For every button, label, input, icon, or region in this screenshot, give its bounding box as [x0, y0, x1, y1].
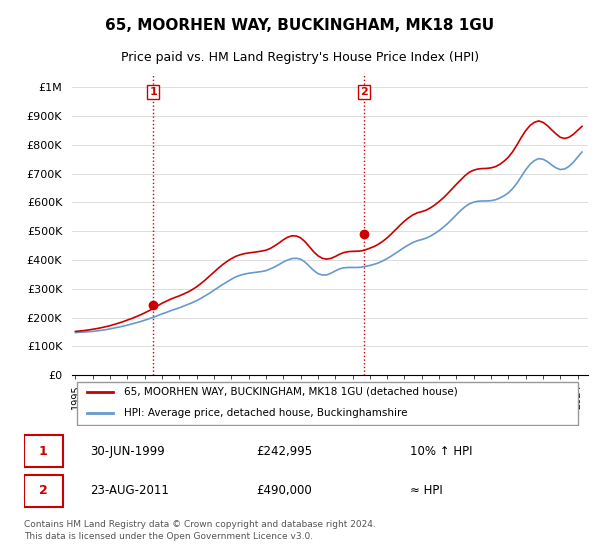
FancyBboxPatch shape: [77, 382, 578, 424]
Text: 2: 2: [39, 484, 47, 497]
Text: £490,000: £490,000: [256, 484, 311, 497]
Text: 30-JUN-1999: 30-JUN-1999: [90, 445, 165, 458]
Text: 1: 1: [149, 87, 157, 97]
Text: 65, MOORHEN WAY, BUCKINGHAM, MK18 1GU: 65, MOORHEN WAY, BUCKINGHAM, MK18 1GU: [106, 18, 494, 33]
FancyBboxPatch shape: [24, 475, 62, 507]
Text: HPI: Average price, detached house, Buckinghamshire: HPI: Average price, detached house, Buck…: [124, 408, 407, 418]
Text: 23-AUG-2011: 23-AUG-2011: [90, 484, 169, 497]
FancyBboxPatch shape: [24, 436, 62, 467]
Text: Price paid vs. HM Land Registry's House Price Index (HPI): Price paid vs. HM Land Registry's House …: [121, 51, 479, 64]
Text: ≈ HPI: ≈ HPI: [410, 484, 443, 497]
Text: 65, MOORHEN WAY, BUCKINGHAM, MK18 1GU (detached house): 65, MOORHEN WAY, BUCKINGHAM, MK18 1GU (d…: [124, 387, 457, 397]
Text: 1: 1: [39, 445, 47, 458]
Text: £242,995: £242,995: [256, 445, 312, 458]
Text: 10% ↑ HPI: 10% ↑ HPI: [410, 445, 473, 458]
Text: Contains HM Land Registry data © Crown copyright and database right 2024.
This d: Contains HM Land Registry data © Crown c…: [24, 520, 376, 541]
Text: 2: 2: [360, 87, 368, 97]
